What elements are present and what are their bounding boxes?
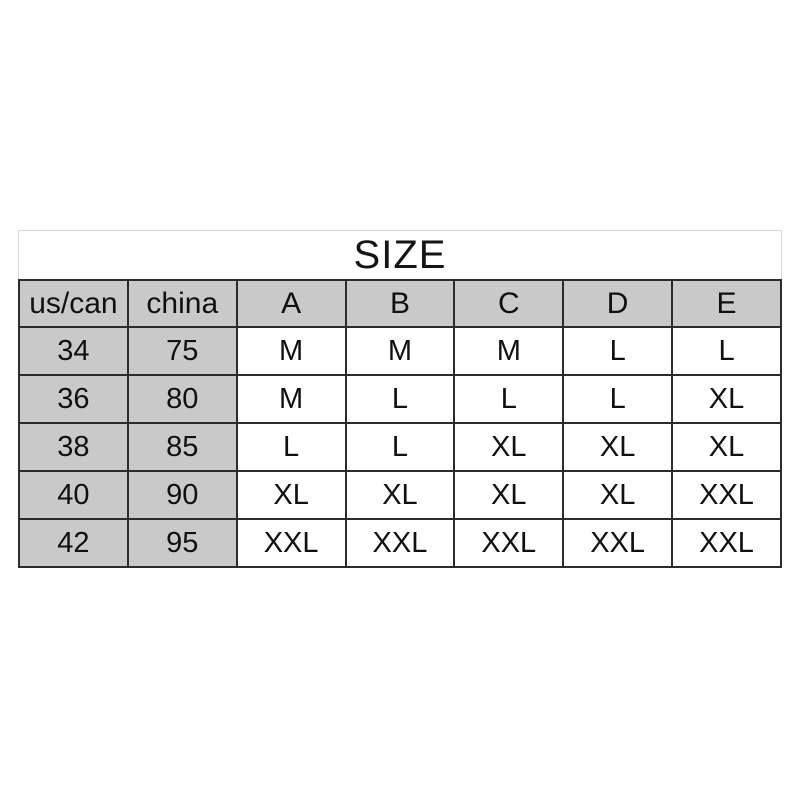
header-cell-d: D: [562, 279, 674, 328]
size-cell: L: [235, 422, 347, 472]
size-cell: M: [235, 374, 347, 424]
header-cell-b: B: [344, 279, 456, 328]
size-cell: M: [235, 326, 347, 376]
row-label-us-can: 38: [18, 422, 129, 472]
table-row: 40 90 XL XL XL XL XXL: [18, 470, 782, 520]
header-cell-e: E: [671, 279, 782, 328]
size-cell: XL: [453, 422, 565, 472]
table-row: 42 95 XXL XXL XXL XXL XXL: [18, 518, 782, 568]
size-cell: XL: [453, 470, 565, 520]
size-chart-title: SIZE: [18, 230, 782, 279]
row-label-china: 75: [126, 326, 238, 376]
size-cell: L: [562, 326, 674, 376]
size-cell: XL: [671, 374, 782, 424]
size-cell: XL: [562, 470, 674, 520]
size-cell: L: [453, 374, 565, 424]
size-cell: L: [344, 374, 456, 424]
size-cell: M: [344, 326, 456, 376]
row-label-china: 95: [126, 518, 238, 568]
row-label-china: 80: [126, 374, 238, 424]
size-table-header-row: us/can china A B C D E: [18, 279, 782, 328]
table-row: 34 75 M M M L L: [18, 326, 782, 376]
row-label-china: 85: [126, 422, 238, 472]
row-label-china: 90: [126, 470, 238, 520]
size-chart-frame: SIZE us/can china A B C D E 34 75 M: [18, 230, 782, 568]
size-cell: XXL: [453, 518, 565, 568]
size-cell: XL: [235, 470, 347, 520]
size-cell: XL: [671, 422, 782, 472]
size-cell: L: [562, 374, 674, 424]
size-cell: XXL: [235, 518, 347, 568]
row-label-us-can: 36: [18, 374, 129, 424]
size-cell: XXL: [671, 470, 782, 520]
header-cell-us-can: us/can: [18, 279, 129, 328]
row-label-us-can: 34: [18, 326, 129, 376]
header-cell-a: A: [235, 279, 347, 328]
header-cell-china: china: [126, 279, 238, 328]
table-row: 36 80 M L L L XL: [18, 374, 782, 424]
row-label-us-can: 42: [18, 518, 129, 568]
size-cell: XL: [344, 470, 456, 520]
header-cell-c: C: [453, 279, 565, 328]
size-cell: L: [344, 422, 456, 472]
size-cell: XL: [562, 422, 674, 472]
size-cell: M: [453, 326, 565, 376]
size-cell: XXL: [671, 518, 782, 568]
size-cell: XXL: [344, 518, 456, 568]
table-row: 38 85 L L XL XL XL: [18, 422, 782, 472]
size-cell: L: [671, 326, 782, 376]
size-table: us/can china A B C D E 34 75 M M M L L: [18, 279, 782, 568]
row-label-us-can: 40: [18, 470, 129, 520]
size-cell: XXL: [562, 518, 674, 568]
